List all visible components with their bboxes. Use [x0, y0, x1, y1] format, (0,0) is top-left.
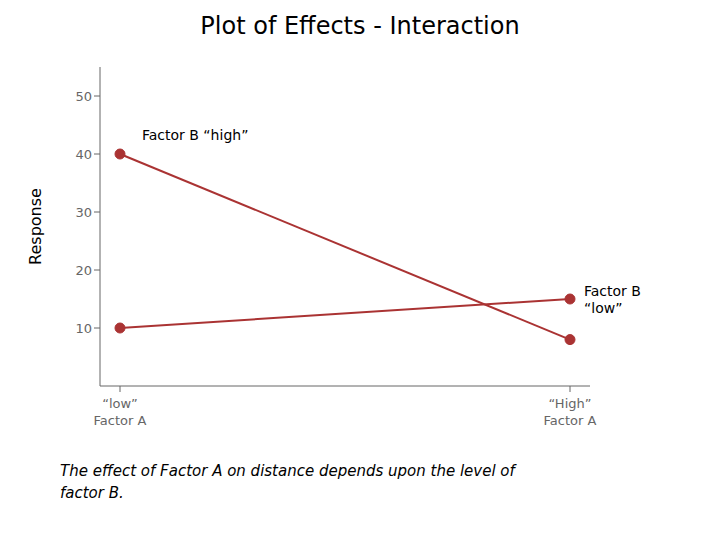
svg-text:30: 30: [75, 205, 92, 220]
svg-text:Response: Response: [26, 188, 45, 265]
svg-text:40: 40: [75, 147, 92, 162]
html-text:Plot of Effects - Interaction: Plot of Effects - Interaction: [200, 12, 520, 40]
svg-text:“low”Factor A: “low”Factor A: [94, 396, 147, 428]
svg-text:50: 50: [75, 89, 92, 104]
svg-text:Factor B“low”: Factor B“low”: [584, 283, 641, 316]
svg-text:20: 20: [75, 263, 92, 278]
html-text:The effect of Factor A on dist: The effect of Factor A on distance depen…: [60, 462, 515, 480]
html-text:factor B.: factor B.: [60, 484, 124, 502]
svg-text:“High”Factor A: “High”Factor A: [544, 396, 597, 428]
svg-text:Factor B “high”: Factor B “high”: [142, 127, 248, 143]
svg-text:10: 10: [75, 321, 92, 336]
